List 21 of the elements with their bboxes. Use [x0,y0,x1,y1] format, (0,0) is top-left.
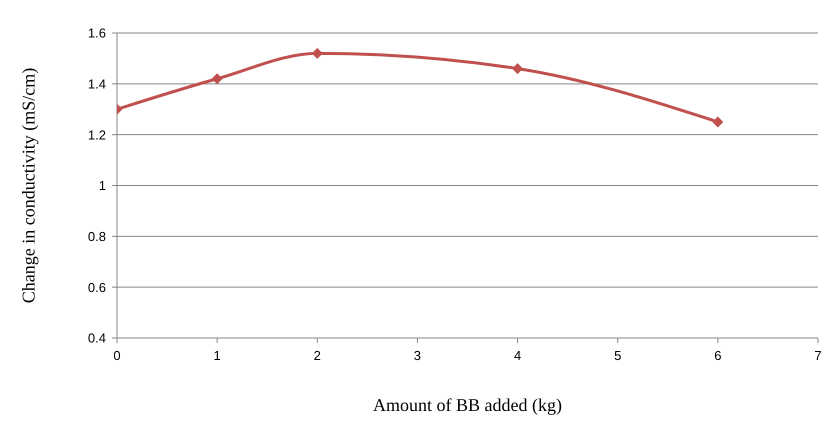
x-tick-label: 6 [714,348,722,364]
point [512,63,524,74]
y-tick-label: 0.6 [88,280,106,295]
point [712,116,724,128]
x-tick-label: 1 [214,348,221,364]
point [312,48,323,59]
y-tick-label: 1.2 [88,127,106,142]
x-tick-label: 7 [814,348,822,364]
y-tick-label: 1.4 [88,76,106,92]
x-tick-label: 4 [514,348,522,364]
y-tick-label: 0.8 [88,228,106,244]
x-tick-label: 2 [314,348,321,364]
point [212,73,223,84]
y-tick-label: 0.4 [88,330,106,346]
x-axis-title: Amount of BB added (kg) [373,395,562,415]
y-tick-label: 1 [98,178,106,194]
x-tick-label: 5 [614,348,622,364]
y-tick-label: 1.6 [88,26,106,41]
x-tick-label: 3 [414,348,422,364]
y-axis-title: Change in conductivity (mS/cm) [18,68,38,304]
x-tick-label: 0 [113,348,121,364]
